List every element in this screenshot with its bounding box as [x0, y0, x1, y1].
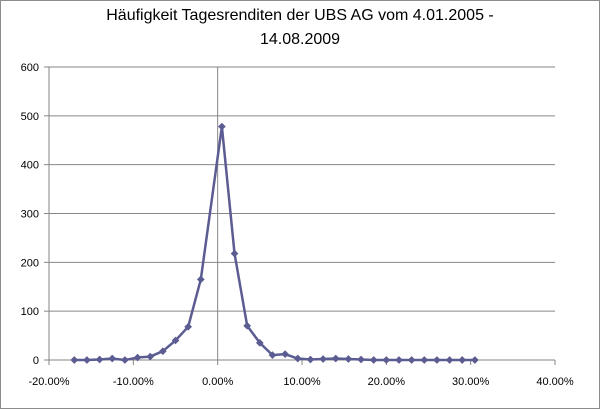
y-tick-label: 400 — [21, 160, 39, 172]
data-point — [369, 356, 378, 364]
data-point — [407, 356, 416, 364]
data-point — [184, 322, 193, 331]
data-point — [82, 356, 91, 364]
data-point — [120, 356, 129, 364]
y-tick-label: 200 — [21, 257, 39, 269]
data-point — [344, 355, 353, 363]
x-tick-label: 40.00% — [536, 376, 574, 388]
data-point — [395, 356, 403, 364]
x-tick-label: -10.00% — [113, 376, 154, 388]
data-point — [331, 354, 340, 363]
data-point — [158, 347, 167, 356]
data-point — [470, 356, 479, 364]
axes — [44, 66, 556, 365]
data-point — [133, 353, 142, 362]
data-point — [432, 356, 441, 364]
data-point — [196, 275, 205, 284]
data-point — [382, 356, 391, 364]
y-tick-label: 100 — [21, 306, 39, 318]
data-point — [230, 249, 239, 258]
chart-title-line-1: Häufigkeit Tagesrenditen der UBS AG vom … — [106, 7, 494, 24]
chart-title-line-2: 14.08.2009 — [259, 31, 341, 48]
tick-labels: -20.00% -10.00% 0.00% 10.00% 20.00% 30.00% 40.… — [21, 62, 574, 388]
x-tick-label: -20.00% — [29, 376, 70, 388]
x-tick-label: 0.00% — [202, 376, 233, 388]
data-point — [108, 354, 117, 363]
data-point — [293, 354, 302, 363]
data-point — [306, 355, 315, 364]
chart-title: Häufigkeit Tagesrenditen der UBS AG vom … — [60, 4, 540, 52]
y-tick-label: 300 — [21, 209, 39, 221]
y-tick-label: 500 — [21, 111, 39, 123]
data-point — [171, 336, 180, 345]
data-point — [243, 321, 252, 330]
data-point — [319, 355, 328, 363]
x-tick-label: 20.00% — [368, 376, 406, 388]
gridlines — [49, 66, 555, 312]
data-point — [95, 355, 104, 364]
y-tick-label: 600 — [21, 62, 39, 74]
data-point — [70, 356, 79, 364]
data-point — [268, 351, 277, 360]
data-point — [445, 356, 454, 364]
data-point — [255, 338, 264, 347]
series-line — [74, 125, 475, 362]
series-layer — [70, 122, 479, 364]
data-point — [146, 352, 155, 361]
data-point — [420, 356, 429, 364]
y-tick-label: 0 — [33, 355, 39, 367]
data-point — [281, 350, 290, 359]
data-point — [217, 122, 226, 131]
data-point — [357, 355, 365, 364]
data-point — [458, 356, 467, 364]
x-tick-label: 30.00% — [452, 376, 490, 388]
x-tick-label: 10.00% — [283, 376, 321, 388]
